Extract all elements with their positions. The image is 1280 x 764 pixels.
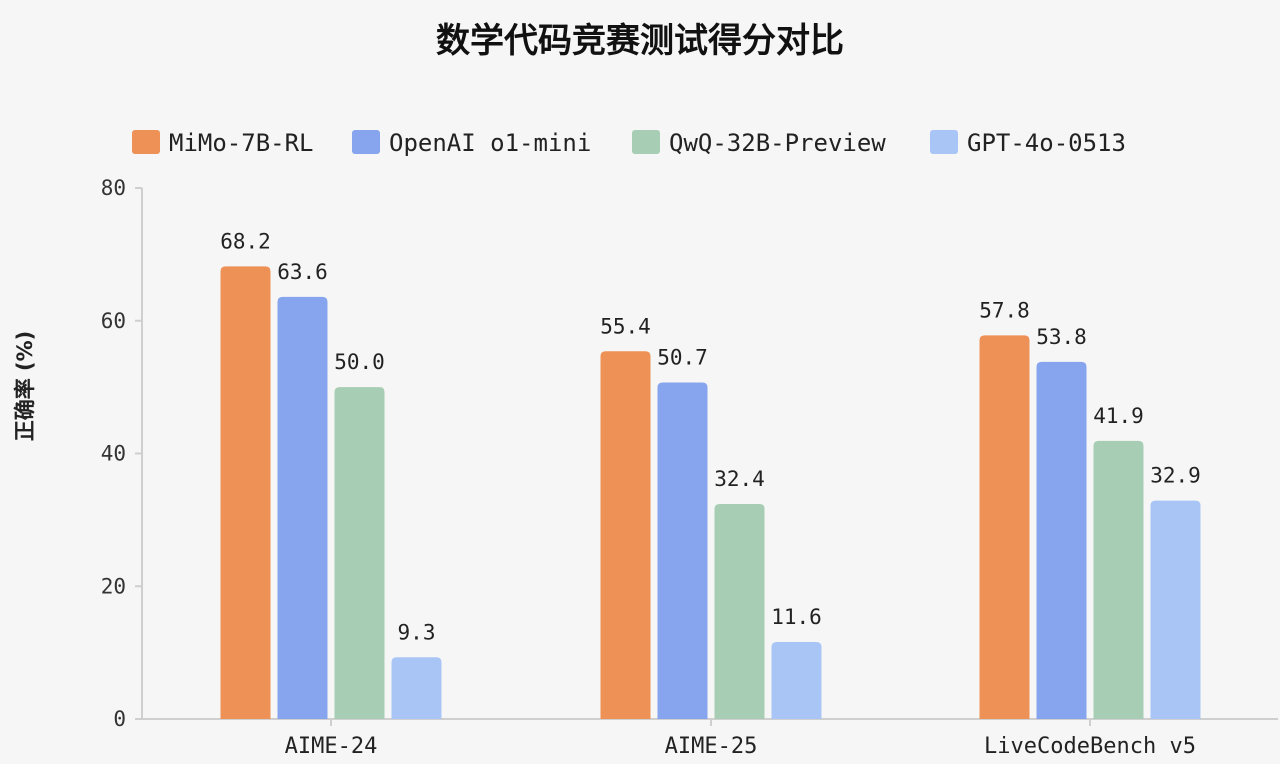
legend-swatch xyxy=(930,130,958,154)
legend-label: OpenAI o1-mini xyxy=(389,129,591,157)
legend-swatch xyxy=(632,130,660,154)
data-label: 57.8 xyxy=(979,298,1030,322)
y-tick-label: 20 xyxy=(101,574,126,598)
data-label: 32.9 xyxy=(1150,464,1201,488)
y-axis-label: 正确率 (%) xyxy=(13,331,37,442)
data-label: 32.4 xyxy=(714,467,765,491)
bar[interactable] xyxy=(771,642,822,719)
bar[interactable] xyxy=(657,382,708,719)
legend-item[interactable]: QwQ-32B-Preview xyxy=(632,129,886,157)
legend-item[interactable]: OpenAI o1-mini xyxy=(352,129,591,157)
bar[interactable] xyxy=(220,266,271,719)
y-axis: 0 20 40 60 80 xyxy=(101,176,143,731)
data-label: 63.6 xyxy=(277,260,328,284)
bar[interactable] xyxy=(600,351,651,719)
x-tick-label: LiveCodeBench v5 xyxy=(984,734,1196,759)
value-labels: 68.263.6 50.0 9.3 55.450.7 32.4 11.6 57.853.8 4… xyxy=(220,229,1201,644)
legend-label: GPT-4o-0513 xyxy=(967,129,1126,157)
legend-item[interactable]: GPT-4o-0513 xyxy=(930,129,1126,157)
bar[interactable] xyxy=(1036,361,1087,719)
bar[interactable] xyxy=(1093,440,1144,719)
bars xyxy=(220,266,1201,719)
data-label: 50.0 xyxy=(334,350,385,374)
data-label: 55.4 xyxy=(600,314,651,338)
y-tick-label: 60 xyxy=(101,309,126,333)
legend-item[interactable]: MiMo-7B-RL xyxy=(132,129,314,157)
x-tick-label: AIME-24 xyxy=(285,734,378,759)
legend-label: MiMo-7B-RL xyxy=(169,129,314,157)
chart-title: 数学代码竞赛测试得分对比 xyxy=(436,21,844,61)
data-label: 11.6 xyxy=(771,605,822,629)
bar[interactable] xyxy=(391,657,442,719)
x-axis: AIME-24 AIME-25 LiveCodeBench v5 xyxy=(142,718,1278,759)
data-label: 53.8 xyxy=(1036,325,1087,349)
data-label: 41.9 xyxy=(1093,404,1144,428)
x-tick-label: AIME-25 xyxy=(665,734,758,759)
data-label: 68.2 xyxy=(220,229,271,253)
legend-swatch xyxy=(352,130,380,154)
bar[interactable] xyxy=(979,335,1030,719)
legend: MiMo-7B-RL OpenAI o1-mini QwQ-32B-Preview G… xyxy=(132,129,1126,157)
bar[interactable] xyxy=(1150,500,1201,719)
bar[interactable] xyxy=(334,387,385,719)
data-label: 50.7 xyxy=(657,345,708,369)
legend-label: QwQ-32B-Preview xyxy=(669,129,886,157)
bar[interactable] xyxy=(277,296,328,719)
bar[interactable] xyxy=(714,503,765,719)
data-label: 9.3 xyxy=(398,620,436,644)
y-tick-label: 40 xyxy=(101,442,126,466)
y-tick-label: 80 xyxy=(101,176,126,200)
legend-swatch xyxy=(132,130,160,154)
y-tick-label: 0 xyxy=(113,707,126,731)
